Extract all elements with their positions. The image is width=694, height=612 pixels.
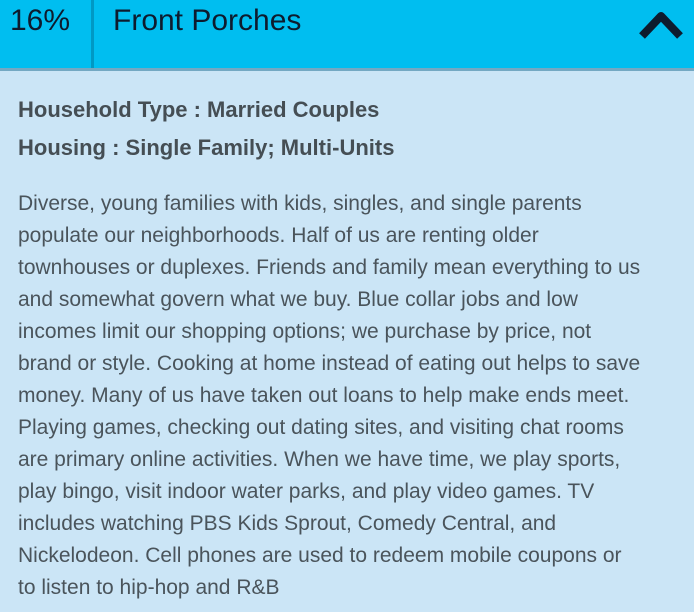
collapse-button[interactable]	[636, 8, 686, 42]
chevron-up-icon	[638, 11, 684, 39]
household-type-label: Household Type : Married Couples	[18, 97, 380, 122]
segment-body: Household Type : Married Couples Housing…	[0, 71, 694, 604]
segment-attributes: Household Type : Married Couples Housing…	[0, 71, 694, 167]
housing-label: Housing : Single Family; Multi-Units	[18, 135, 395, 160]
segment-header[interactable]: 16% Front Porches	[0, 0, 694, 71]
segment-percent: 16%	[0, 0, 94, 68]
segment-description: Diverse, young families with kids, singl…	[18, 192, 641, 599]
segment-title: Front Porches	[113, 4, 302, 37]
